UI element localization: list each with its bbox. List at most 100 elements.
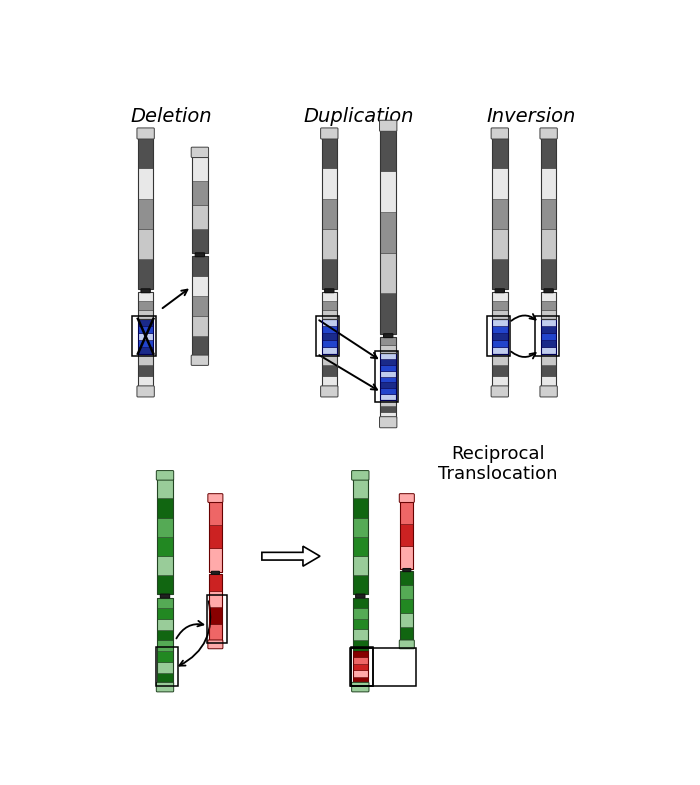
Bar bbox=[353, 670, 368, 677]
FancyBboxPatch shape bbox=[321, 386, 338, 397]
Bar bbox=[321, 354, 337, 365]
FancyBboxPatch shape bbox=[191, 147, 209, 158]
Bar bbox=[492, 354, 508, 387]
Bar bbox=[158, 537, 173, 556]
Bar bbox=[321, 365, 337, 376]
Bar bbox=[381, 130, 396, 171]
Text: Duplication: Duplication bbox=[304, 108, 414, 126]
Bar bbox=[138, 310, 153, 319]
Bar bbox=[209, 502, 222, 571]
Bar bbox=[541, 310, 556, 319]
Bar bbox=[381, 365, 396, 371]
FancyArrow shape bbox=[262, 546, 320, 566]
Bar bbox=[541, 138, 556, 168]
Bar bbox=[492, 347, 508, 354]
Bar bbox=[209, 525, 222, 548]
Bar bbox=[492, 333, 508, 340]
Bar bbox=[138, 292, 153, 319]
Bar bbox=[158, 673, 173, 683]
Bar bbox=[209, 574, 222, 591]
Bar bbox=[400, 502, 414, 524]
Bar bbox=[492, 168, 508, 199]
Bar bbox=[209, 574, 222, 641]
Text: Reciprocal
Translocation: Reciprocal Translocation bbox=[438, 444, 558, 484]
FancyBboxPatch shape bbox=[540, 128, 557, 139]
Bar bbox=[541, 292, 556, 319]
Bar bbox=[400, 613, 414, 627]
Bar bbox=[541, 259, 556, 289]
FancyBboxPatch shape bbox=[195, 253, 204, 257]
FancyBboxPatch shape bbox=[379, 120, 397, 131]
Bar bbox=[492, 319, 508, 354]
FancyBboxPatch shape bbox=[211, 571, 219, 575]
Bar bbox=[541, 319, 556, 326]
Bar bbox=[381, 253, 396, 294]
Bar bbox=[138, 199, 153, 228]
Bar bbox=[138, 333, 153, 340]
Bar bbox=[158, 597, 173, 683]
Bar bbox=[321, 376, 337, 387]
FancyBboxPatch shape bbox=[399, 640, 414, 648]
Bar bbox=[192, 156, 208, 181]
Text: Deletion: Deletion bbox=[130, 108, 212, 126]
Bar bbox=[138, 168, 153, 199]
Bar bbox=[138, 292, 153, 301]
Bar bbox=[400, 599, 414, 613]
Bar bbox=[492, 340, 508, 347]
Bar bbox=[381, 338, 396, 353]
Bar bbox=[541, 199, 556, 228]
Bar bbox=[138, 340, 153, 347]
Bar bbox=[381, 345, 396, 353]
Bar bbox=[158, 641, 173, 651]
FancyBboxPatch shape bbox=[321, 128, 338, 139]
Bar bbox=[381, 338, 396, 345]
Bar bbox=[192, 296, 208, 316]
Text: Inversion: Inversion bbox=[486, 108, 575, 126]
Bar bbox=[158, 619, 173, 630]
Bar bbox=[381, 377, 396, 382]
Bar bbox=[158, 479, 173, 498]
Bar bbox=[321, 340, 337, 347]
Bar bbox=[321, 228, 337, 259]
Bar bbox=[321, 326, 337, 333]
Bar bbox=[400, 627, 414, 641]
Bar bbox=[138, 319, 153, 354]
Bar bbox=[138, 301, 153, 310]
Bar bbox=[353, 651, 368, 657]
Bar bbox=[492, 326, 508, 333]
Bar bbox=[138, 138, 153, 289]
Bar bbox=[353, 608, 368, 619]
Bar bbox=[541, 365, 556, 376]
Bar bbox=[158, 575, 173, 594]
Bar bbox=[209, 608, 222, 624]
Bar bbox=[351, 647, 374, 685]
Bar bbox=[138, 138, 153, 168]
Bar bbox=[158, 630, 173, 641]
Bar bbox=[492, 138, 508, 289]
Bar bbox=[138, 326, 153, 333]
Bar bbox=[541, 333, 556, 340]
FancyBboxPatch shape bbox=[540, 386, 557, 397]
Bar bbox=[541, 347, 556, 354]
Bar bbox=[209, 502, 222, 525]
FancyBboxPatch shape bbox=[141, 289, 150, 293]
Bar bbox=[192, 229, 208, 254]
Bar bbox=[536, 316, 559, 356]
Bar bbox=[350, 648, 416, 685]
FancyBboxPatch shape bbox=[491, 386, 508, 397]
Bar bbox=[138, 365, 153, 376]
Bar bbox=[541, 376, 556, 387]
Bar bbox=[492, 376, 508, 387]
Bar bbox=[321, 168, 337, 199]
Bar bbox=[400, 571, 414, 585]
FancyBboxPatch shape bbox=[379, 417, 397, 428]
Bar bbox=[192, 205, 208, 229]
Bar bbox=[158, 556, 173, 575]
FancyBboxPatch shape bbox=[402, 568, 411, 571]
Bar bbox=[192, 276, 208, 296]
FancyBboxPatch shape bbox=[495, 289, 505, 293]
FancyBboxPatch shape bbox=[399, 494, 414, 502]
Bar bbox=[158, 662, 173, 673]
Bar bbox=[353, 663, 368, 670]
Bar bbox=[138, 354, 153, 365]
